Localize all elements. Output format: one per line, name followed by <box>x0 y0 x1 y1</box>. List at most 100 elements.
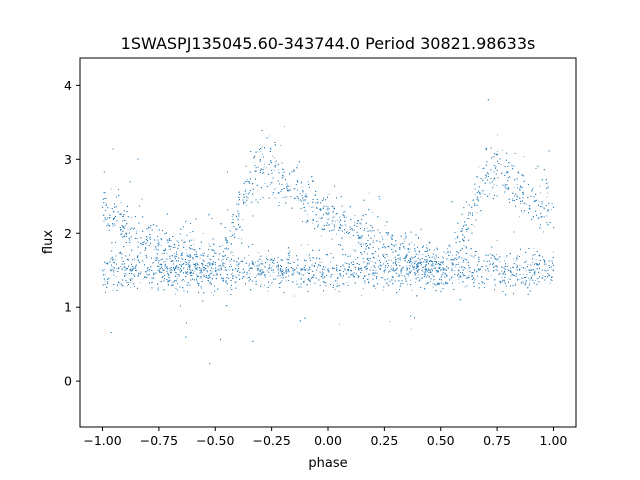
scatter-point <box>207 271 208 273</box>
scatter-point <box>368 261 370 263</box>
scatter-point <box>182 252 184 254</box>
scatter-point <box>190 259 191 261</box>
scatter-point <box>436 263 438 265</box>
scatter-point <box>256 275 257 277</box>
scatter-point <box>473 225 475 227</box>
scatter-point <box>450 251 451 253</box>
scatter-point <box>120 202 122 203</box>
scatter-point <box>458 262 460 264</box>
scatter-point <box>184 261 186 262</box>
scatter-point <box>235 281 237 282</box>
scatter-point <box>206 265 208 267</box>
scatter-point <box>300 244 302 246</box>
scatter-point <box>122 268 124 270</box>
scatter-point <box>238 266 240 267</box>
scatter-point <box>137 260 139 262</box>
scatter-point <box>337 213 339 214</box>
series-1-point <box>101 206 104 208</box>
scatter-point <box>205 269 207 271</box>
series-1-point <box>316 206 318 208</box>
scatter-point <box>174 243 175 245</box>
scatter-point <box>331 223 333 225</box>
series-1-point <box>507 177 509 179</box>
scatter-point <box>398 262 400 263</box>
scatter-point <box>454 238 456 240</box>
scatter-point <box>312 222 314 224</box>
scatter-point <box>368 192 370 194</box>
scatter-point <box>238 199 240 201</box>
scatter-point <box>474 278 476 280</box>
scatter-point <box>132 228 134 230</box>
scatter-point <box>501 270 502 272</box>
scatter-point <box>284 126 285 127</box>
scatter-point <box>366 227 368 229</box>
scatter-point <box>207 254 209 256</box>
scatter-point <box>108 214 110 216</box>
series-1-point <box>237 210 239 212</box>
scatter-point <box>120 266 122 267</box>
scatter-point <box>216 271 217 273</box>
series-1-point <box>417 257 419 259</box>
scatter-point <box>247 273 248 275</box>
scatter-point <box>134 258 136 259</box>
scatter-point <box>344 232 345 234</box>
scatter-point <box>543 264 545 265</box>
scatter-point <box>458 282 460 284</box>
scatter-point <box>289 185 291 187</box>
scatter-point <box>345 224 347 226</box>
scatter-point <box>538 201 540 202</box>
scatter-point <box>510 275 512 277</box>
scatter-point <box>104 269 106 270</box>
scatter-point <box>418 274 419 276</box>
scatter-point <box>425 244 427 246</box>
scatter-point <box>245 192 247 194</box>
scatter-point <box>180 260 182 262</box>
scatter-point <box>481 276 483 278</box>
series-0-point <box>417 269 419 271</box>
scatter-point <box>183 280 185 282</box>
scatter-point <box>176 266 177 268</box>
scatter-point <box>547 202 549 204</box>
scatter-point <box>342 277 343 279</box>
scatter-point <box>165 267 167 269</box>
scatter-point <box>200 270 202 271</box>
scatter-point <box>402 266 404 268</box>
scatter-point <box>105 284 107 286</box>
scatter-point <box>360 236 362 238</box>
scatter-point <box>127 229 129 231</box>
series-1-point <box>192 257 194 259</box>
scatter-point <box>148 267 150 269</box>
scatter-point <box>213 256 215 257</box>
scatter-point <box>264 266 266 268</box>
scatter-point <box>462 266 464 268</box>
series-0-point <box>485 269 487 271</box>
series-1-point <box>530 195 532 197</box>
scatter-point <box>113 210 114 212</box>
scatter-point <box>409 248 411 250</box>
scatter-point <box>547 211 549 213</box>
scatter-point <box>386 282 388 283</box>
scatter-point <box>248 254 250 256</box>
scatter-point <box>230 287 231 289</box>
scatter-point <box>148 227 149 229</box>
scatter-point <box>516 267 517 269</box>
scatter-point <box>118 252 120 254</box>
scatter-point <box>528 285 530 287</box>
scatter-point <box>186 253 188 254</box>
scatter-point <box>523 211 525 213</box>
scatter-point <box>323 272 325 274</box>
scatter-point <box>310 206 312 208</box>
scatter-point <box>344 211 346 213</box>
series-0-point <box>496 269 498 271</box>
scatter-point <box>269 184 271 186</box>
scatter-point <box>212 268 214 269</box>
scatter-point <box>451 269 453 271</box>
series-1-point <box>169 248 171 251</box>
scatter-point <box>189 232 191 233</box>
scatter-point <box>480 196 482 198</box>
series-1-point <box>327 214 329 216</box>
scatter-point <box>182 255 184 256</box>
scatter-point <box>355 258 356 260</box>
scatter-point <box>454 266 456 268</box>
scatter-point <box>442 263 444 265</box>
